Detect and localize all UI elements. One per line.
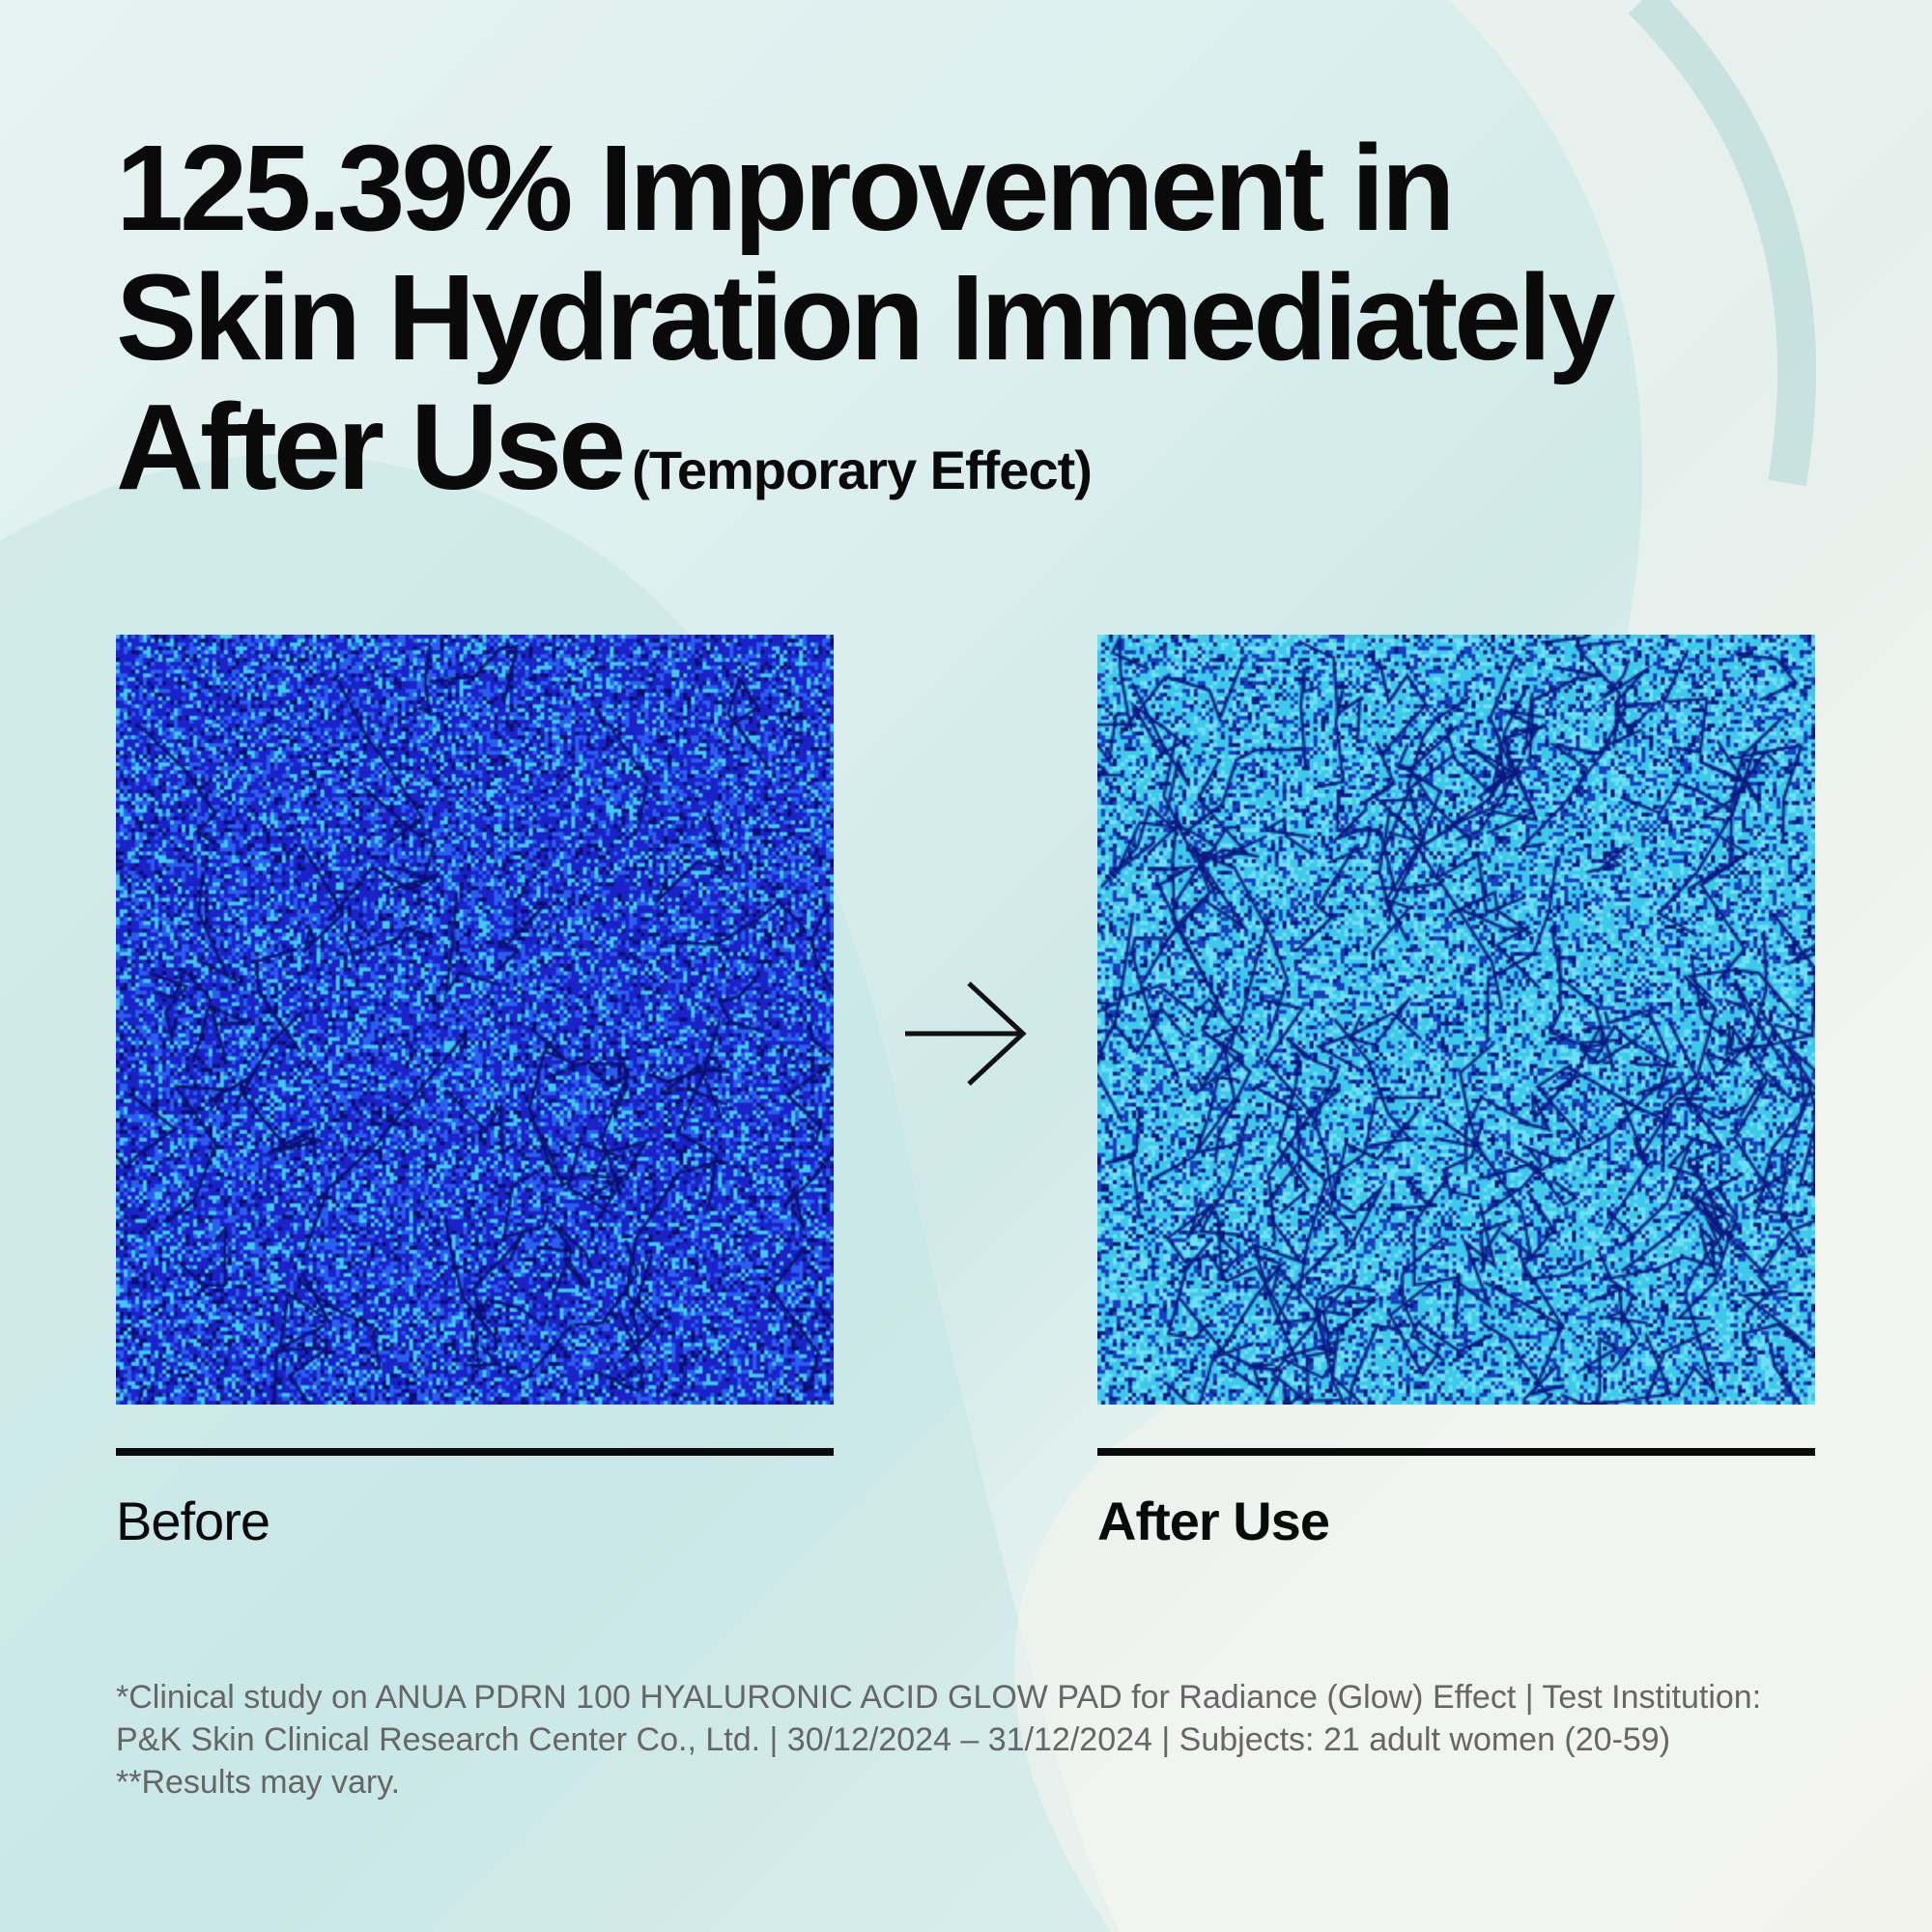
headline-qualifier: (Temporary Effect) xyxy=(632,440,1093,500)
after-image xyxy=(1097,635,1815,1405)
before-label: Before xyxy=(116,1491,270,1551)
after-divider xyxy=(1097,1448,1815,1456)
headline-line-1: 125.39% Improvement in xyxy=(116,120,1456,256)
headline: 125.39% Improvement in Skin Hydration Im… xyxy=(116,124,1615,535)
after-label: After Use xyxy=(1097,1491,1330,1551)
arrow-right-icon xyxy=(905,981,1027,1086)
headline-line-2: Skin Hydration Immediately xyxy=(116,249,1615,385)
footnote: *Clinical study on ANUA PDRN 100 HYALURO… xyxy=(116,1679,1762,1801)
before-divider xyxy=(116,1448,834,1456)
headline-line-3: After Use xyxy=(116,379,626,515)
before-image xyxy=(116,635,834,1405)
